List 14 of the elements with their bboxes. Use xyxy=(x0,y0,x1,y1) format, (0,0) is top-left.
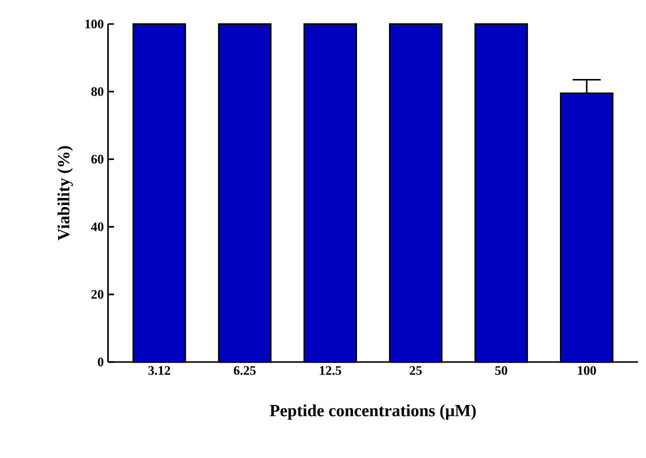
y-tick-label: 60 xyxy=(91,154,104,164)
x-tick-label: 25 xyxy=(410,366,422,375)
y-tick-label: 0 xyxy=(98,358,104,366)
x-tick-label: 100 xyxy=(578,366,596,375)
x-tick-label: 3.12 xyxy=(148,366,170,375)
y-axis-title: Viability (%) xyxy=(57,146,73,240)
y-tick-label: 40 xyxy=(91,222,104,232)
y-tick-label: 100 xyxy=(85,20,104,28)
x-tick-label: 50 xyxy=(495,366,508,375)
x-tick-label: 12.5 xyxy=(320,366,342,375)
x-axis-title: Peptide concentrations (μM) xyxy=(270,404,476,420)
x-tick-label: 6.25 xyxy=(234,366,256,375)
y-tick-label: 80 xyxy=(91,87,104,96)
y-tick-label: 20 xyxy=(91,290,104,299)
